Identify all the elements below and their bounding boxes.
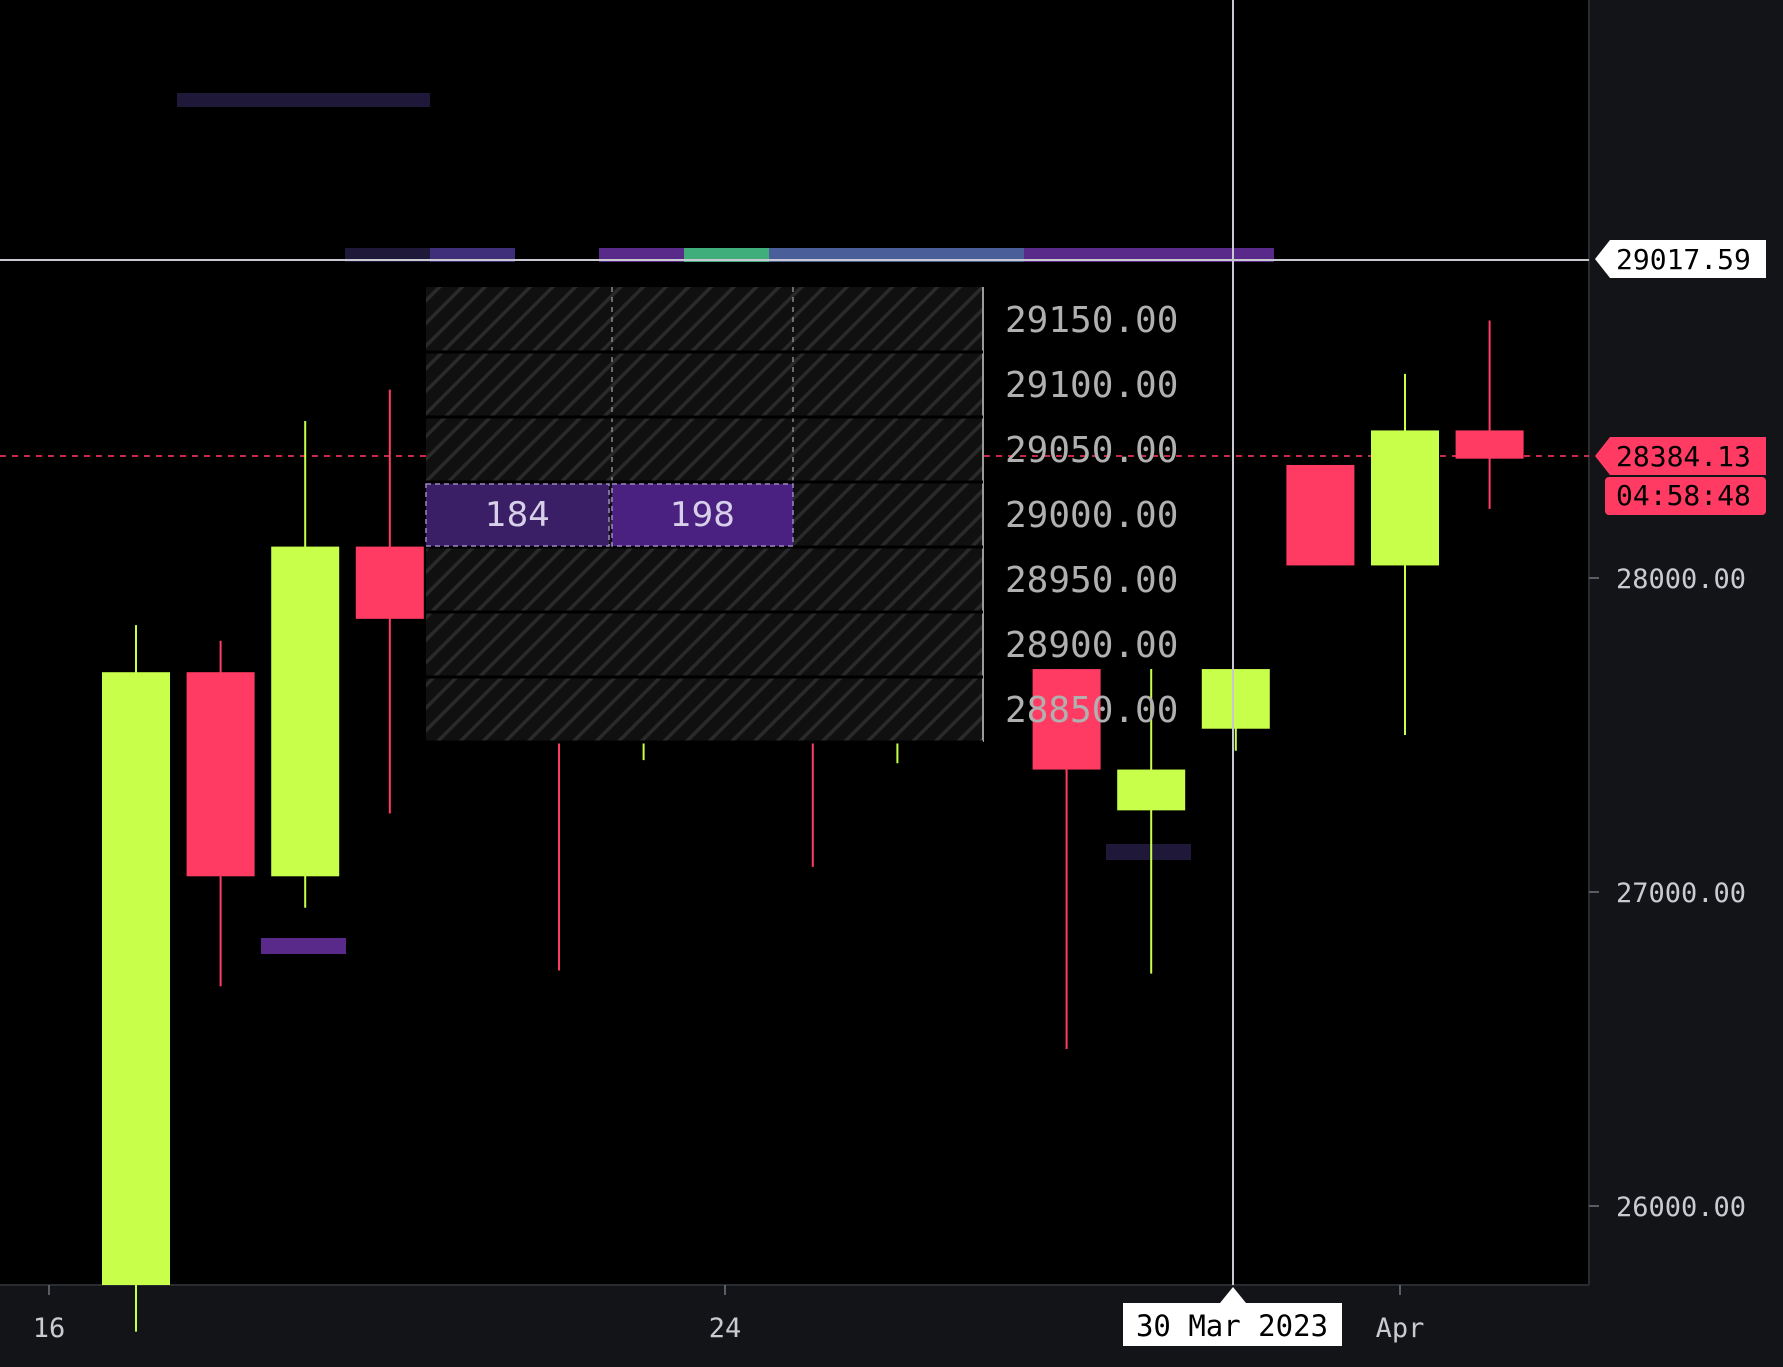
countdown-text: 04:58:48 — [1616, 479, 1751, 512]
price-axis-panel[interactable] — [1589, 0, 1783, 1367]
crosshair-date-text: 30 Mar 2023 — [1136, 1309, 1328, 1343]
candle-up[interactable] — [1371, 430, 1439, 566]
candle-down[interactable] — [186, 672, 255, 877]
orderbook-cell[interactable] — [425, 483, 610, 547]
candle-down[interactable] — [1286, 464, 1355, 566]
orderbook-cell[interactable] — [611, 483, 794, 547]
heat-strip — [599, 248, 684, 262]
y-tick-label: 27000.00 — [1616, 878, 1746, 909]
x-tick-label: 24 — [709, 1313, 742, 1344]
heat-strip — [177, 93, 430, 107]
orderbook-price-level: 29100.00 — [1005, 365, 1178, 406]
orderbook-price-level: 28850.00 — [1005, 690, 1178, 731]
candle-down[interactable] — [355, 546, 424, 619]
orderbook-overlay[interactable]: 29150.00 29100.00 29050.00 29000.00 184 198 28… — [425, 287, 1178, 744]
candle-up[interactable] — [1201, 669, 1270, 729]
heat-strip — [261, 938, 346, 954]
heat-strip — [1106, 844, 1191, 860]
candle-up[interactable] — [271, 546, 340, 877]
crosshair-price-label: 29017.59 — [1595, 240, 1766, 278]
y-tick-label: 26000.00 — [1616, 1192, 1746, 1223]
orderbook-price-level: 28950.00 — [1005, 560, 1178, 601]
countdown-badge — [1605, 477, 1766, 515]
orderbook-price-level: 28900.00 — [1005, 625, 1178, 666]
x-tick-label: Apr — [1376, 1313, 1425, 1344]
orderbook-price-level: 29150.00 — [1005, 300, 1178, 341]
last-price-label: 28384.13 04:58:48 — [1595, 437, 1766, 515]
crosshair-date-label: 30 Mar 2023 — [1123, 1287, 1342, 1346]
x-tick-label: 16 — [33, 1313, 66, 1344]
orderbook-price-level: 29000.00 — [1005, 495, 1178, 536]
crosshair-price-text: 29017.59 — [1616, 243, 1751, 276]
y-tick-label: 28000.00 — [1616, 564, 1746, 595]
heat-strip — [1024, 248, 1194, 262]
heat-strip — [769, 248, 1024, 262]
candle-down[interactable] — [1455, 430, 1524, 459]
heat-strip — [345, 248, 430, 262]
last-price-text: 28384.13 — [1616, 440, 1751, 473]
heat-strip — [684, 248, 769, 262]
heat-strip — [430, 248, 515, 262]
time-axis-panel[interactable] — [0, 1285, 1589, 1367]
candle-up[interactable] — [102, 672, 170, 1285]
orderbook-cell-value: 184 — [485, 495, 550, 535]
orderbook-cell-value: 198 — [670, 495, 735, 535]
candle-down[interactable] — [1032, 669, 1101, 770]
candle-up[interactable] — [1117, 769, 1186, 811]
orderbook-price-level: 29050.00 — [1005, 430, 1178, 471]
